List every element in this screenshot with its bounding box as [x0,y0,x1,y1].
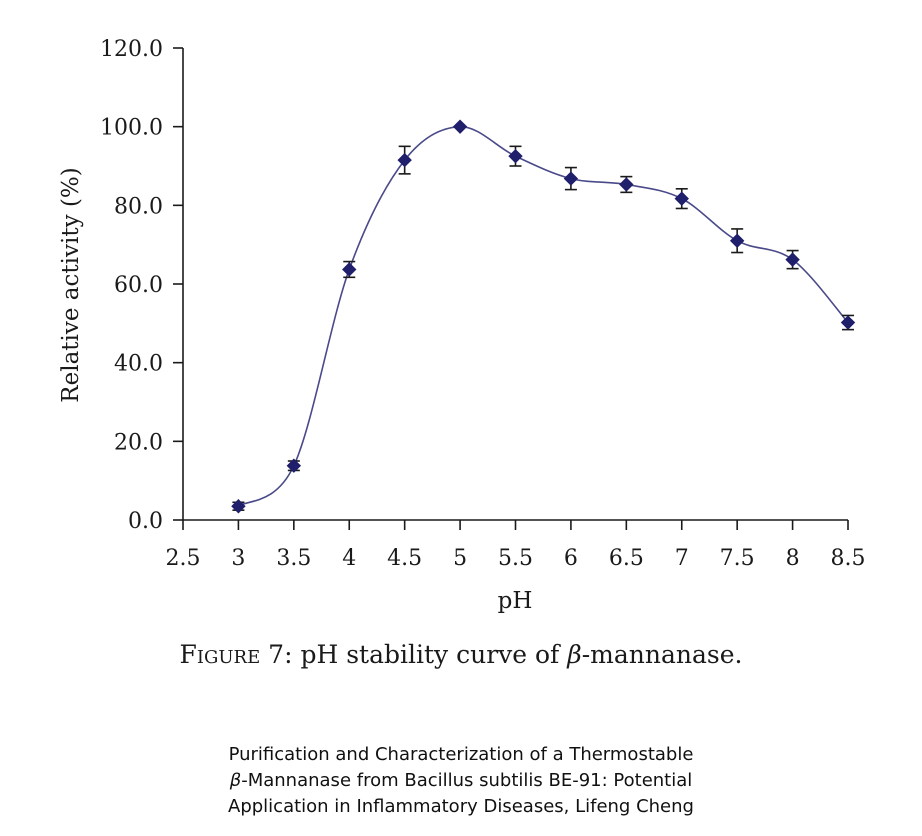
data-point-marker [729,233,745,248]
caption-text-after: -mannanase. [581,640,743,669]
x-tick-label: 6 [564,546,578,571]
x-tick-label: 4.5 [387,546,422,571]
data-point-marker [452,119,468,134]
caption-text-before: pH stability curve of [292,640,568,669]
y-tick-label: 0.0 [128,509,163,534]
data-point-marker [563,171,579,186]
x-tick-label: 5.5 [498,546,533,571]
series-layer [231,119,856,514]
x-tick-label: 8 [786,546,800,571]
y-tick-label: 80.0 [114,194,163,219]
credit-line-1: Purification and Characterization of a T… [228,744,694,765]
x-tick-label: 8.5 [831,546,866,571]
data-point-marker [508,148,523,164]
x-tick-label: 4 [342,546,356,571]
credit-line-2: β-Mannanase from Bacillus subtilis BE-91… [0,768,922,794]
y-tick-label: 120.0 [100,37,163,62]
figure-caption: Figure 7: pH stability curve of β-mannan… [0,640,922,669]
x-tick-label: 3.5 [276,546,311,571]
source-credit: Purification and Characterization of a T… [0,742,922,820]
y-axis-title: Relative activity (%) [58,167,84,402]
figure-label: Figure 7: [179,640,293,669]
y-tick-label: 100.0 [100,116,163,141]
data-point-marker [840,315,856,330]
data-point-marker [674,191,689,206]
data-point-marker [286,458,302,473]
series-line [237,125,849,507]
x-tick-label: 7.5 [720,546,755,571]
data-point-marker [342,262,357,277]
credit-beta-symbol: β [229,770,242,791]
data-point-marker [231,499,246,514]
credit-line-2-text: -Mannanase from Bacillus subtilis BE-91:… [241,770,693,791]
x-axis-title: pH [498,588,533,614]
ph-stability-chart: 0.0 20.0 40.0 60.0 80.0 100.0 120.0 2.5 3 3.5 4 4.… [58,37,866,614]
axes [182,48,848,521]
credit-line-3: Application in Inflammatory Diseases, Li… [228,796,694,817]
x-tick-label: 5 [453,546,467,571]
y-axis-ticks: 0.0 20.0 40.0 60.0 80.0 100.0 120.0 [100,37,183,534]
data-point-marker [785,252,800,267]
x-tick-label: 7 [675,546,689,571]
caption-beta-symbol: β [567,640,582,669]
x-tick-label: 6.5 [609,546,644,571]
x-axis-ticks: 2.5 3 3.5 4 4.5 5 5.5 6 6.5 7 7.5 8 8.5 [166,520,866,571]
x-tick-label: 3 [231,546,245,571]
y-tick-label: 60.0 [114,273,163,298]
y-tick-label: 20.0 [114,430,163,455]
data-point-marker [397,152,412,168]
data-point-marker [619,177,634,192]
x-tick-label: 2.5 [166,546,201,571]
y-tick-label: 40.0 [114,352,163,377]
